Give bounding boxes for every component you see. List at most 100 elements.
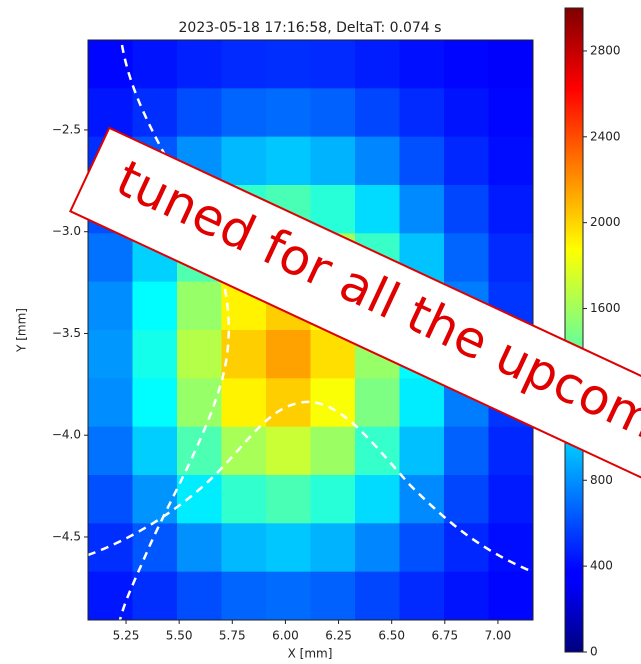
heat-cell (222, 572, 267, 621)
heat-cell (311, 523, 356, 572)
heat-cell (133, 378, 178, 427)
heat-cell (444, 475, 489, 524)
heat-cell (355, 572, 400, 621)
y-tick-label: −3.5 (52, 326, 81, 340)
y-tick-label: −2.5 (52, 122, 81, 136)
x-tick-label: 6.00 (272, 629, 299, 643)
y-axis-label: Y [mm] (15, 308, 29, 353)
heat-cell (88, 475, 133, 524)
heat-cell (444, 137, 489, 186)
heat-cell (266, 137, 311, 186)
heat-cell (489, 40, 534, 89)
heat-cell (355, 378, 400, 427)
heat-cell (266, 88, 311, 137)
heat-cell (400, 523, 445, 572)
heat-cell (177, 572, 222, 621)
heat-cell (222, 523, 267, 572)
heat-cell (177, 523, 222, 572)
heat-cell (355, 40, 400, 89)
heat-cell (177, 88, 222, 137)
heat-cell (266, 572, 311, 621)
heat-cell (355, 427, 400, 476)
heat-cell (177, 282, 222, 331)
heat-cell (400, 40, 445, 89)
heat-cell (222, 40, 267, 89)
heat-cell (489, 185, 534, 234)
heat-cell (489, 572, 534, 621)
heat-cell (400, 427, 445, 476)
heat-cell (355, 137, 400, 186)
colorbar-tick-label: 400 (590, 559, 613, 573)
heat-cell (311, 40, 356, 89)
colorbar-tick-label: 2000 (590, 215, 621, 229)
heat-cell (489, 88, 534, 137)
heat-cell (400, 475, 445, 524)
heat-cell (133, 40, 178, 89)
y-tick-label: −4.5 (52, 529, 81, 543)
heat-cell (489, 427, 534, 476)
heat-cell (355, 475, 400, 524)
chart-title: 2023-05-18 17:16:58, DeltaT: 0.074 s (179, 20, 442, 36)
heat-cell (444, 88, 489, 137)
heat-cell (355, 523, 400, 572)
colorbar-tick-label: 800 (590, 473, 613, 487)
heat-cell (222, 378, 267, 427)
heat-cell (355, 185, 400, 234)
heat-cell (133, 330, 178, 379)
heat-cell (444, 523, 489, 572)
heat-cell (88, 282, 133, 331)
heat-cell (489, 137, 534, 186)
heat-cell (266, 40, 311, 89)
heat-cell (444, 427, 489, 476)
heat-cell (355, 88, 400, 137)
heat-cell (177, 427, 222, 476)
heat-cell (266, 427, 311, 476)
y-tick-label: −3.0 (52, 224, 81, 238)
heat-cell (400, 137, 445, 186)
chart: 2023-05-18 17:16:58, DeltaT: 0.074 s X [… (0, 0, 641, 664)
heat-cell (133, 475, 178, 524)
x-tick-label: 6.25 (325, 629, 352, 643)
heat-cell (400, 378, 445, 427)
heat-cell (444, 233, 489, 282)
x-axis-label: X [mm] (288, 647, 333, 661)
heat-cell (133, 282, 178, 331)
heat-cell (444, 40, 489, 89)
x-tick-label: 5.50 (166, 629, 193, 643)
heat-cell (177, 330, 222, 379)
x-tick-label: 5.75 (219, 629, 246, 643)
heat-cell (88, 330, 133, 379)
heat-cell (311, 137, 356, 186)
heat-cell (88, 378, 133, 427)
heat-cell (266, 330, 311, 379)
heat-cell (133, 572, 178, 621)
heat-cell (444, 572, 489, 621)
heat-cell (311, 88, 356, 137)
colorbar-tick-label: 2800 (590, 43, 621, 57)
heat-cell (311, 475, 356, 524)
page: 2023-05-18 17:16:58, DeltaT: 0.074 s X [… (0, 0, 641, 664)
heat-cell (489, 475, 534, 524)
heat-cell (444, 185, 489, 234)
heat-cell (177, 475, 222, 524)
colorbar-tick-label: 1600 (590, 301, 621, 315)
heat-cell (133, 88, 178, 137)
heat-cell (222, 427, 267, 476)
heat-cell (311, 427, 356, 476)
heat-cell (400, 572, 445, 621)
colorbar-tick-label: 0 (590, 645, 598, 659)
heat-cell (88, 523, 133, 572)
heat-cell (222, 475, 267, 524)
heat-cell (489, 233, 534, 282)
x-tick-label: 5.25 (113, 629, 140, 643)
heat-cell (400, 88, 445, 137)
heat-cell (222, 137, 267, 186)
heat-cell (266, 523, 311, 572)
heat-cell (88, 233, 133, 282)
x-tick-label: 7.00 (485, 629, 512, 643)
heat-cell (88, 572, 133, 621)
x-tick-label: 6.75 (431, 629, 458, 643)
colorbar-tick-label: 2400 (590, 129, 621, 143)
heat-cell (400, 185, 445, 234)
heat-cell (489, 523, 534, 572)
